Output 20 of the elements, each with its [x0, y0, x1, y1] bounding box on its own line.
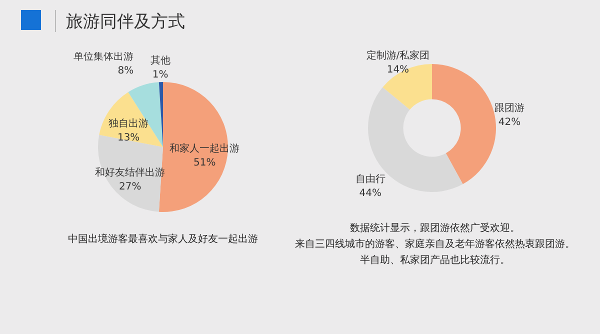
data-label: 51%: [193, 157, 216, 168]
data-label: 14%: [386, 64, 410, 76]
slice-label: 自由行: [355, 172, 386, 185]
slice-label: 跟团游: [494, 102, 524, 114]
slice-label: 其他: [150, 54, 170, 67]
chart-title: 旅游同伴及方式: [66, 11, 185, 33]
data-label: 27%: [118, 182, 142, 193]
donut-slice: [432, 64, 496, 184]
data-label: 8%: [118, 66, 134, 77]
text: 中国出境游客最喜欢与家人及好友一起出游: [68, 234, 258, 245]
text: 来自三四线城市的游客、家庭亲自及老年游客依然热衷跟团游。: [295, 239, 575, 250]
data-label: 1%: [152, 70, 168, 81]
data-label: 44%: [359, 188, 382, 199]
data-label: 13%: [117, 132, 140, 144]
text: 半自助、私家团产品也比较流行。: [359, 254, 511, 268]
data-label: 42%: [498, 117, 521, 128]
donut-slice: [382, 64, 432, 110]
slice-label: 定制游/私家团: [366, 50, 430, 62]
text: 数据统计显示，跟团游依然广受欢迎。: [350, 223, 520, 234]
slice-label: 独自出游: [108, 118, 149, 130]
